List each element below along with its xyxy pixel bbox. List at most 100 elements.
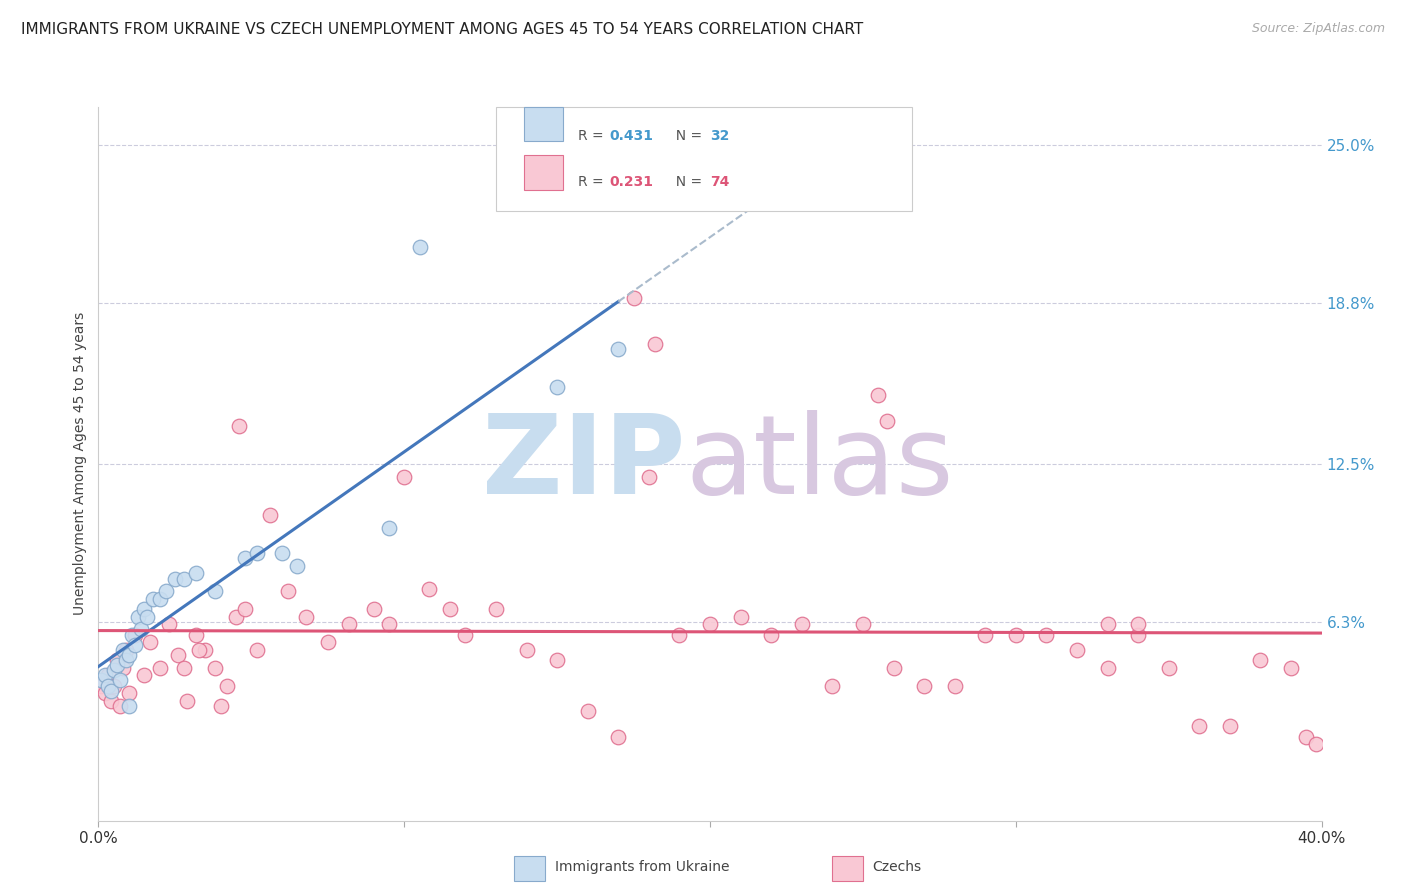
- Point: [295, 609, 318, 624]
- Point: [1295, 730, 1317, 744]
- Point: [188, 643, 211, 657]
- Point: [378, 520, 401, 534]
- Text: 0.431: 0.431: [610, 128, 654, 143]
- Text: R =: R =: [578, 128, 607, 143]
- Bar: [524, 107, 564, 142]
- Point: [1128, 627, 1150, 641]
- Point: [111, 661, 134, 675]
- Point: [363, 602, 385, 616]
- Point: [209, 698, 232, 713]
- Point: [204, 661, 226, 675]
- Point: [1004, 627, 1026, 641]
- Text: N =: N =: [668, 175, 707, 189]
- Point: [439, 602, 461, 616]
- Point: [730, 609, 752, 624]
- Text: Czechs: Czechs: [873, 860, 922, 874]
- Point: [1128, 617, 1150, 632]
- Point: [790, 617, 813, 632]
- Point: [157, 617, 180, 632]
- Point: [623, 291, 645, 305]
- Text: R =: R =: [578, 175, 607, 189]
- Point: [186, 627, 208, 641]
- Point: [392, 469, 416, 483]
- Point: [277, 584, 299, 599]
- Point: [118, 686, 141, 700]
- Point: [134, 668, 156, 682]
- Point: [408, 240, 430, 254]
- Point: [134, 602, 156, 616]
- Point: [118, 698, 141, 713]
- Point: [204, 584, 226, 599]
- Point: [1066, 643, 1088, 657]
- Point: [233, 602, 256, 616]
- Text: N =: N =: [668, 128, 707, 143]
- Point: [852, 617, 875, 632]
- Point: [105, 653, 128, 667]
- Point: [124, 638, 146, 652]
- Point: [173, 572, 195, 586]
- Point: [1035, 627, 1057, 641]
- Point: [149, 591, 172, 606]
- Point: [149, 661, 172, 675]
- Point: [163, 572, 186, 586]
- Point: [270, 546, 292, 560]
- Point: [418, 582, 440, 596]
- Point: [111, 643, 134, 657]
- Point: [259, 508, 281, 522]
- Point: [1279, 661, 1302, 675]
- Point: [121, 627, 143, 641]
- Point: [155, 584, 177, 599]
- Point: [103, 679, 125, 693]
- Bar: [832, 856, 863, 881]
- Point: [699, 617, 721, 632]
- Point: [228, 418, 250, 433]
- Point: [943, 679, 966, 693]
- Point: [246, 546, 269, 560]
- Point: [97, 668, 120, 682]
- Point: [974, 627, 997, 641]
- Point: [215, 679, 238, 693]
- Point: [100, 683, 122, 698]
- Point: [576, 704, 599, 718]
- Point: [876, 413, 898, 427]
- Point: [868, 388, 890, 402]
- Text: atlas: atlas: [686, 410, 955, 517]
- Point: [546, 380, 568, 394]
- Point: [100, 694, 122, 708]
- Point: [167, 648, 190, 662]
- Point: [127, 609, 149, 624]
- Point: [176, 694, 198, 708]
- Point: [337, 617, 360, 632]
- Point: [129, 623, 152, 637]
- Point: [93, 668, 115, 682]
- Point: [90, 679, 112, 693]
- Point: [93, 686, 115, 700]
- Point: [108, 698, 131, 713]
- Point: [90, 673, 112, 688]
- Point: [668, 627, 690, 641]
- Point: [1188, 719, 1211, 733]
- Point: [246, 643, 269, 657]
- Point: [821, 679, 844, 693]
- Text: IMMIGRANTS FROM UKRAINE VS CZECH UNEMPLOYMENT AMONG AGES 45 TO 54 YEARS CORRELAT: IMMIGRANTS FROM UKRAINE VS CZECH UNEMPLO…: [21, 22, 863, 37]
- Bar: [524, 155, 564, 190]
- Bar: [515, 856, 546, 881]
- Point: [883, 661, 905, 675]
- Text: 0.231: 0.231: [610, 175, 654, 189]
- FancyBboxPatch shape: [496, 107, 912, 211]
- Point: [105, 658, 128, 673]
- Point: [637, 469, 661, 483]
- Point: [759, 627, 782, 641]
- Point: [142, 591, 165, 606]
- Point: [233, 551, 256, 566]
- Point: [454, 627, 477, 641]
- Text: 32: 32: [710, 128, 730, 143]
- Point: [378, 617, 401, 632]
- Point: [285, 558, 308, 573]
- Point: [124, 627, 146, 641]
- Point: [139, 635, 162, 649]
- Point: [607, 730, 630, 744]
- Point: [136, 609, 159, 624]
- Point: [115, 653, 138, 667]
- Point: [186, 566, 208, 581]
